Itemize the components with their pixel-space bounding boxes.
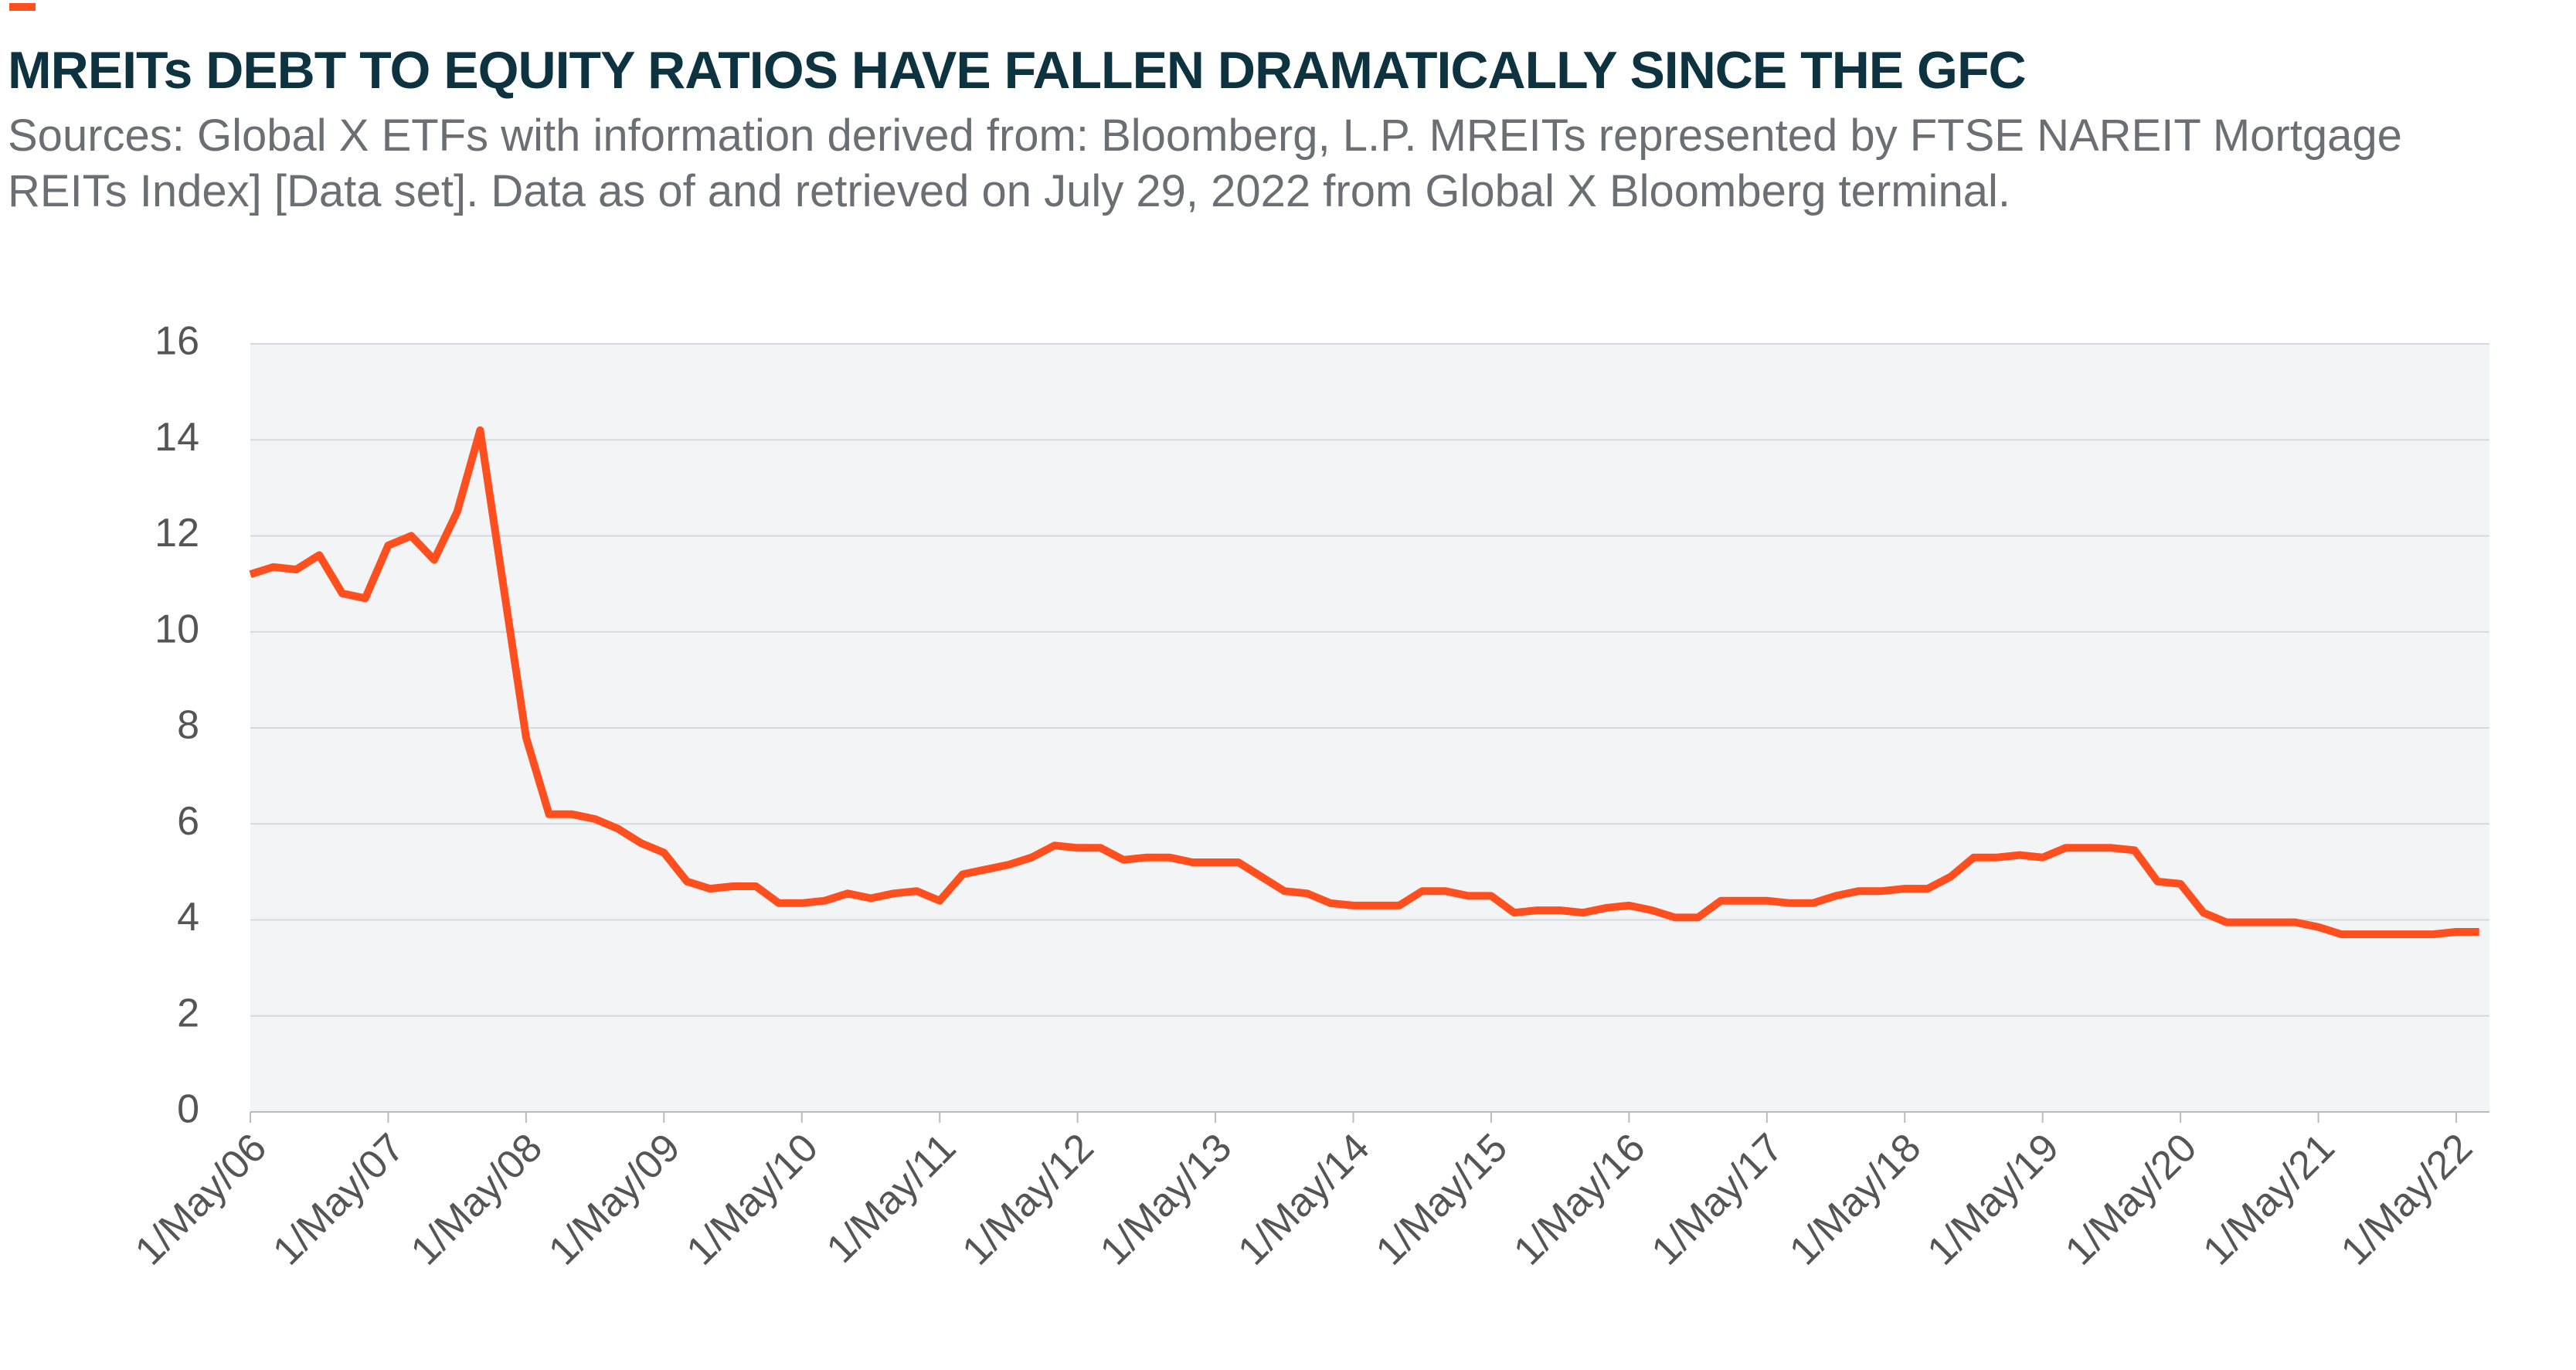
y-tick-label: 0: [177, 1087, 199, 1132]
x-tick-label: 1/May/21: [2195, 1125, 2343, 1273]
y-tick-label: 16: [155, 319, 199, 364]
x-tick-label: 1/May/07: [264, 1125, 413, 1273]
x-tick-label: 1/May/19: [1919, 1125, 2068, 1273]
x-tick-label: 1/May/18: [1781, 1125, 1929, 1273]
chart-title: MREITs DEBT TO EQUITY RATIOS HAVE FALLEN…: [8, 41, 2027, 100]
y-tick-label: 12: [155, 511, 199, 556]
x-tick-label: 1/May/22: [2333, 1125, 2481, 1273]
x-tick-label: 1/May/08: [403, 1125, 551, 1273]
y-tick-label: 14: [155, 415, 199, 460]
x-tick-label: 1/May/16: [1505, 1125, 1653, 1273]
x-tick-label: 1/May/09: [540, 1125, 688, 1273]
y-tick-label: 2: [177, 991, 199, 1035]
accent-dash: [9, 3, 36, 11]
x-tick-label: 1/May/14: [1229, 1125, 1378, 1273]
x-tick-label: 1/May/17: [1643, 1125, 1792, 1273]
y-tick-label: 8: [177, 703, 199, 748]
x-tick-label: 1/May/11: [818, 1125, 965, 1272]
x-tick-label: 1/May/13: [1092, 1125, 1240, 1273]
data-line: [249, 426, 2479, 939]
x-tick-label: 1/May/10: [678, 1125, 827, 1273]
x-tick-label: 1/May/20: [2057, 1125, 2205, 1273]
chart-subtitle: Sources: Global X ETFs with information …: [8, 110, 2402, 216]
x-tick-label: 1/May/15: [1368, 1125, 1516, 1273]
y-tick-label: 6: [177, 799, 199, 844]
y-tick-label: 4: [177, 895, 199, 940]
x-tick-label: 1/May/06: [127, 1125, 275, 1273]
x-tick-label: 1/May/12: [954, 1125, 1103, 1273]
y-tick-label: 10: [155, 607, 199, 651]
